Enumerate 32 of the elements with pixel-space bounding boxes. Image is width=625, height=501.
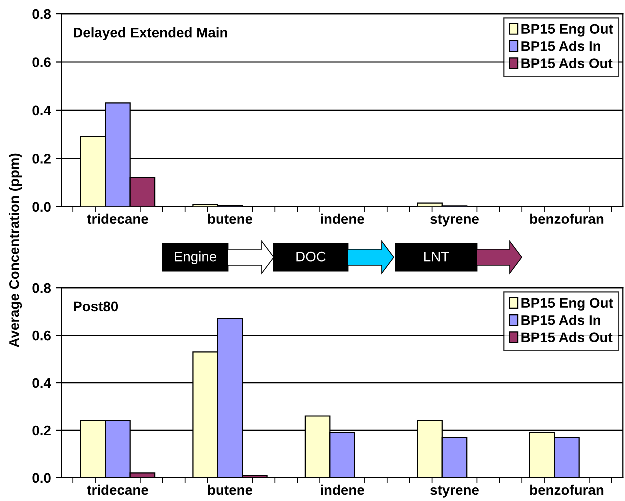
text: DOC xyxy=(296,252,326,262)
x-tick-label: styrene xyxy=(430,486,479,498)
y-tick-label: 0.6 xyxy=(32,58,51,68)
x-tick-label: benzofuran xyxy=(530,484,604,496)
y-tick-label: 0.8 xyxy=(32,283,52,294)
legend-label: BP15 Ads In xyxy=(522,41,600,52)
legend-label: BP15 Ads In xyxy=(522,315,600,326)
text: LNT xyxy=(424,252,450,262)
y-axis-title: Average Concentration (ppm) xyxy=(9,154,22,348)
x-tick-label: butene xyxy=(208,214,253,224)
legend-label: BP15 Eng Out xyxy=(522,298,614,311)
y-tick-label: 0.0 xyxy=(32,473,51,484)
y-tick-label: 0.6 xyxy=(32,330,51,341)
x-tick-label: styrene xyxy=(430,214,479,227)
x-tick-label: benzofuran xyxy=(530,214,604,224)
x-tick-label: tridecane xyxy=(87,214,148,224)
legend-label: BP15 Ads Out xyxy=(522,332,613,343)
text: Engine xyxy=(175,252,217,264)
y-tick-label: 0.4 xyxy=(32,378,52,388)
y-tick-label: 0.0 xyxy=(32,202,51,212)
legend-label: BP15 Ads Out xyxy=(522,58,613,68)
x-tick-label: tridecane xyxy=(87,484,148,496)
y-tick-label: 0.4 xyxy=(32,106,52,116)
y-tick-label: 0.2 xyxy=(32,426,51,436)
x-tick-label: indene xyxy=(321,484,364,496)
legend-label: BP15 Eng Out xyxy=(522,24,614,37)
y-tick-label: 0.8 xyxy=(32,9,52,20)
x-tick-label: indene xyxy=(321,214,364,224)
text: Delayed Extended Main xyxy=(74,28,228,40)
y-tick-label: 0.2 xyxy=(32,154,51,164)
x-tick-label: butene xyxy=(208,484,253,496)
text: Post80 xyxy=(74,302,118,312)
